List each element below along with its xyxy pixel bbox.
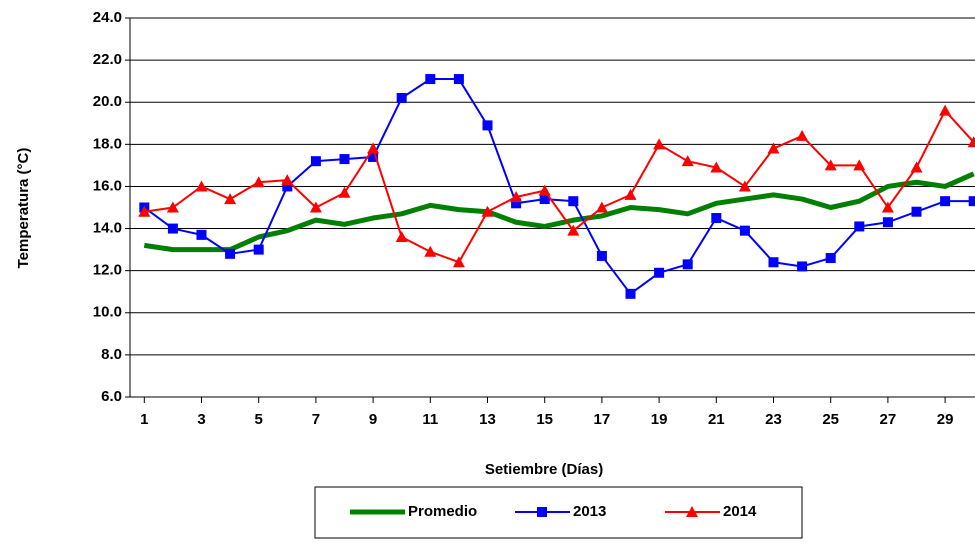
marker bbox=[367, 142, 380, 154]
marker bbox=[452, 256, 465, 268]
marker bbox=[767, 142, 780, 154]
x-tick-label: 7 bbox=[312, 411, 320, 428]
marker bbox=[252, 176, 265, 188]
marker bbox=[768, 257, 779, 268]
marker bbox=[196, 229, 207, 240]
marker bbox=[853, 159, 866, 171]
marker bbox=[538, 184, 551, 196]
x-tick-label: 25 bbox=[822, 411, 839, 428]
marker bbox=[567, 224, 580, 236]
legend: Promedio 2013 2014 bbox=[350, 503, 757, 520]
grid bbox=[125, 17, 975, 403]
marker bbox=[682, 259, 693, 270]
marker bbox=[281, 174, 294, 186]
series-line bbox=[144, 109, 975, 264]
marker bbox=[882, 217, 893, 228]
x-tick-label: 13 bbox=[479, 411, 496, 428]
marker bbox=[881, 201, 894, 213]
y-tick-label: 14.0 bbox=[93, 220, 122, 237]
marker bbox=[511, 198, 522, 209]
marker bbox=[624, 188, 637, 200]
x-tick-label: 1 bbox=[140, 411, 148, 428]
series-line bbox=[143, 171, 975, 253]
marker bbox=[339, 154, 350, 165]
marker bbox=[710, 161, 723, 173]
marker bbox=[824, 159, 837, 171]
x-tick-label: 5 bbox=[255, 411, 263, 428]
marker bbox=[796, 129, 809, 141]
marker bbox=[310, 156, 321, 167]
y-tick-label: 18.0 bbox=[93, 135, 122, 152]
x-tick-label: 19 bbox=[651, 411, 668, 428]
x-tick-label: 9 bbox=[369, 411, 377, 428]
marker bbox=[396, 93, 407, 104]
marker bbox=[686, 506, 698, 517]
marker bbox=[537, 507, 547, 517]
marker bbox=[482, 120, 493, 131]
marker bbox=[854, 221, 865, 232]
marker bbox=[309, 201, 322, 213]
x-tick-label: 29 bbox=[937, 411, 954, 428]
marker bbox=[282, 181, 293, 192]
x-tick-label: 27 bbox=[880, 411, 897, 428]
y-tick-label: 24.0 bbox=[93, 9, 122, 26]
marker bbox=[653, 138, 666, 150]
marker bbox=[424, 245, 437, 257]
series-line bbox=[143, 78, 974, 295]
marker bbox=[568, 196, 579, 207]
x-tick-label: 11 bbox=[422, 411, 438, 428]
marker bbox=[797, 261, 808, 272]
marker bbox=[911, 206, 922, 217]
marker bbox=[224, 193, 237, 205]
marker bbox=[654, 267, 665, 278]
marker bbox=[195, 180, 208, 192]
x-tick-label: 3 bbox=[197, 411, 205, 428]
marker bbox=[825, 253, 836, 264]
y-tick-label: 16.0 bbox=[93, 177, 122, 194]
marker bbox=[940, 196, 951, 207]
x-tick-label: 17 bbox=[594, 411, 611, 428]
legend-label: 2013 bbox=[573, 503, 606, 520]
marker bbox=[968, 196, 975, 207]
marker bbox=[338, 186, 351, 198]
marker bbox=[595, 201, 608, 213]
marker bbox=[481, 205, 494, 217]
y-tick-label: 6.0 bbox=[101, 388, 122, 405]
x-tick-label: 23 bbox=[765, 411, 782, 428]
marker bbox=[910, 161, 923, 173]
marker bbox=[596, 250, 607, 261]
legend-label: Promedio bbox=[408, 503, 477, 520]
y-tick-label: 10.0 bbox=[93, 304, 122, 321]
marker bbox=[138, 205, 151, 217]
marker bbox=[738, 180, 751, 192]
marker bbox=[395, 230, 408, 242]
marker bbox=[711, 213, 722, 224]
y-tick-label: 8.0 bbox=[101, 346, 122, 363]
y-tick-label: 20.0 bbox=[93, 93, 122, 110]
legend-label: 2014 bbox=[723, 503, 757, 520]
y-tick-label: 22.0 bbox=[93, 51, 122, 68]
marker bbox=[939, 104, 952, 116]
marker bbox=[453, 74, 464, 85]
x-axis-label: Setiembre (Días) bbox=[485, 461, 603, 478]
marker bbox=[539, 194, 550, 205]
marker bbox=[425, 74, 436, 85]
marker bbox=[967, 136, 975, 148]
marker bbox=[225, 248, 236, 259]
marker bbox=[253, 244, 264, 255]
x-tick-label: 21 bbox=[708, 411, 725, 428]
marker bbox=[167, 223, 178, 234]
y-tick-label: 12.0 bbox=[93, 262, 122, 279]
marker bbox=[739, 225, 750, 236]
marker bbox=[368, 151, 379, 162]
y-axis-label: Temperatura (°C) bbox=[15, 148, 32, 269]
x-tick-label: 15 bbox=[536, 411, 553, 428]
marker bbox=[166, 201, 179, 213]
marker bbox=[625, 288, 636, 299]
plot-area bbox=[138, 74, 975, 299]
marker bbox=[681, 155, 694, 167]
marker bbox=[510, 190, 523, 202]
